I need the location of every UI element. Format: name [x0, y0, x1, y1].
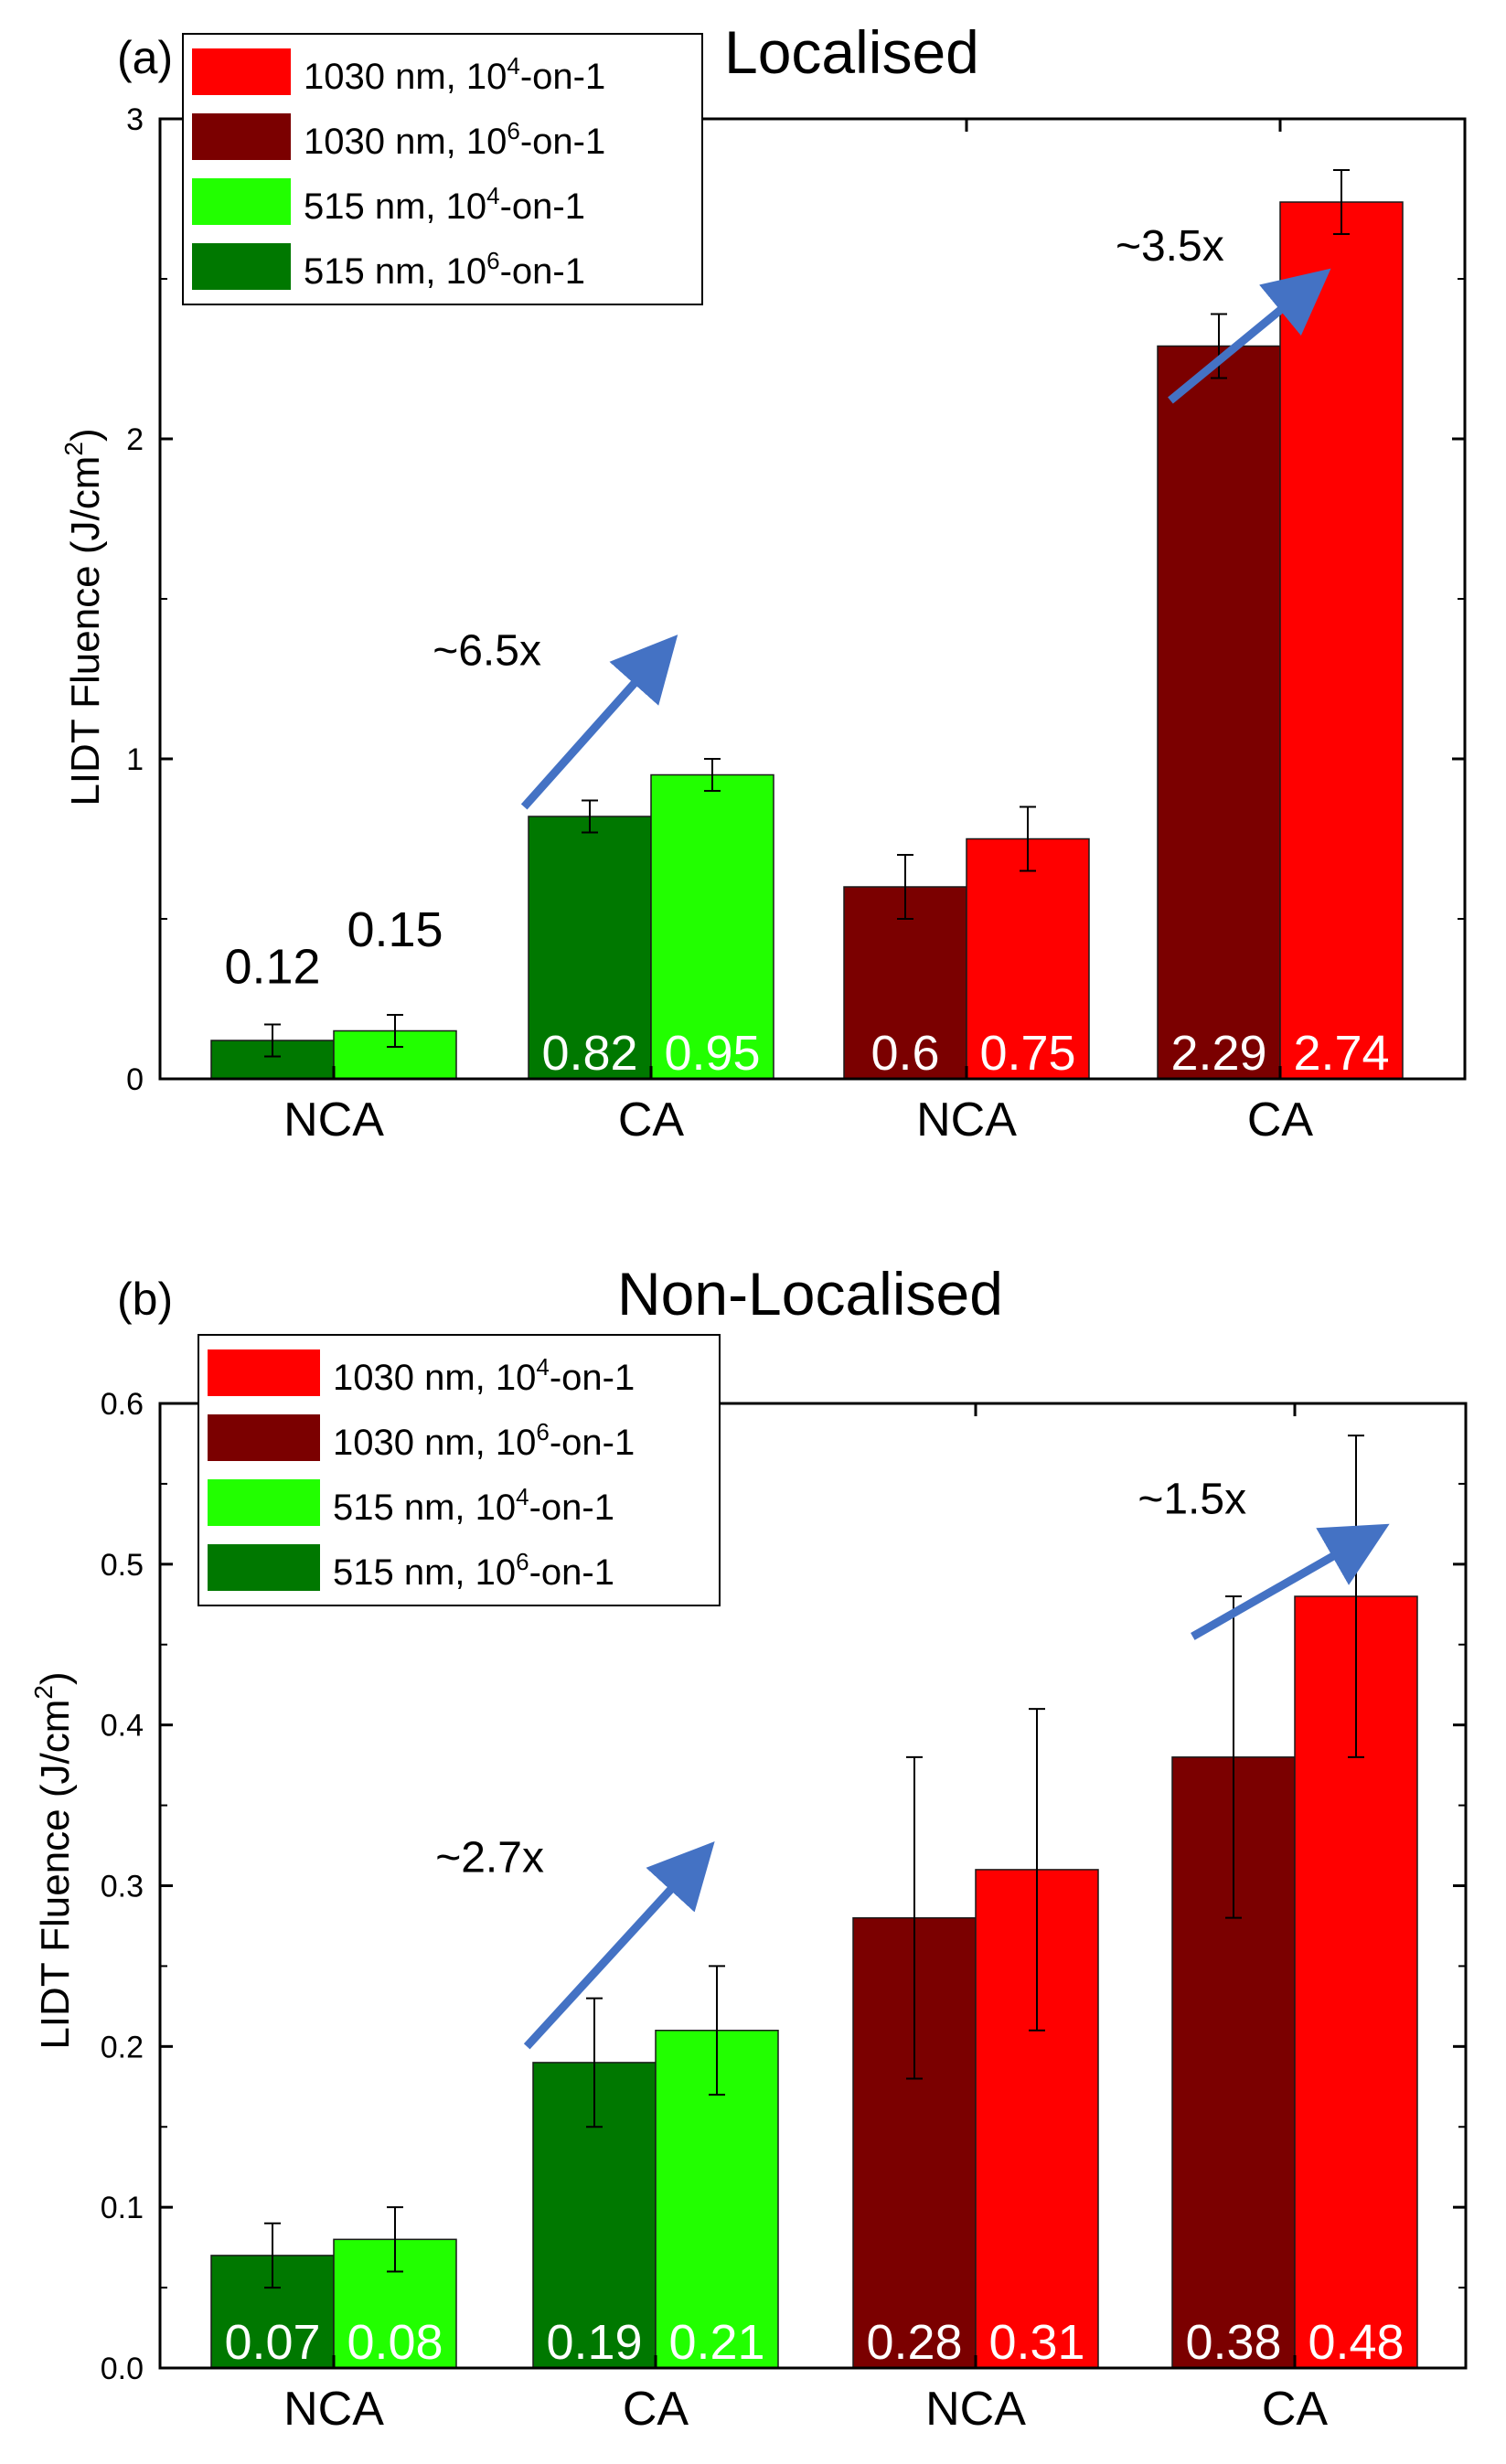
legend-swatch — [208, 1479, 320, 1526]
legend-label: 515 nm, 104-on-1 — [304, 182, 585, 227]
legend-swatch — [192, 178, 291, 225]
x-category-label: CA — [1262, 2383, 1329, 2436]
data-label: 0.48 — [1308, 2315, 1404, 2370]
x-category-label: CA — [623, 2383, 689, 2436]
legend-label: 515 nm, 106-on-1 — [333, 1548, 614, 1593]
error-bar — [1333, 169, 1350, 235]
panel-a-localised: (a) Localised LIDT Fluence (J/cm2) 0.12 0… — [59, 18, 1467, 1147]
data-label: 0.28 — [866, 2315, 962, 2370]
legend-label: 515 nm, 104-on-1 — [333, 1483, 614, 1528]
y-tick-label: 0.6 — [101, 1387, 144, 1422]
y-tick-label: 0 — [126, 1062, 144, 1097]
error-bar — [906, 1755, 923, 2080]
legend: 1030 nm, 104-on-1 1030 nm, 106-on-1 515 nm… — [182, 33, 703, 305]
y-tick-label: 0.3 — [101, 1870, 144, 1904]
error-bar — [709, 1965, 725, 2096]
y-tick-label: 3 — [126, 102, 144, 137]
data-label: 0.6 — [870, 1026, 939, 1081]
legend: 1030 nm, 104-on-1 1030 nm, 106-on-1 515 nm… — [198, 1334, 721, 1606]
data-label: 0.07 — [224, 2315, 320, 2370]
data-label: 0.75 — [979, 1026, 1075, 1081]
panel-a-label: (a) — [117, 32, 173, 83]
data-label: 0.12 — [224, 940, 320, 995]
error-bar — [1029, 1708, 1045, 2032]
x-category-label: CA — [618, 1093, 685, 1147]
trend-annotation: ~2.7x — [435, 1833, 544, 1882]
legend-swatch — [192, 243, 291, 290]
y-tick-label: 0.0 — [101, 2352, 144, 2386]
y-axis-label: LIDT Fluence (J/cm2) — [59, 428, 108, 805]
data-label: 0.08 — [347, 2315, 443, 2370]
data-label: 0.15 — [347, 902, 443, 957]
bar — [966, 837, 1090, 1080]
legend-swatch — [208, 1544, 320, 1591]
data-label: 0.19 — [546, 2315, 642, 2370]
legend-label: 515 nm, 106-on-1 — [304, 247, 585, 292]
error-bar — [1020, 805, 1036, 872]
y-tick-label: 0.5 — [101, 1548, 144, 1583]
data-label: 0.82 — [541, 1026, 637, 1081]
y-tick-label: 1 — [126, 742, 144, 777]
y-tick-label: 2 — [126, 422, 144, 457]
trend-annotation: ~1.5x — [1138, 1476, 1246, 1524]
y-tick-label: 0.4 — [101, 1709, 144, 1744]
panel-a-title: Localised — [724, 18, 979, 86]
legend-swatch — [192, 48, 291, 95]
error-bar — [264, 1023, 281, 1058]
panel-b-title: Non-Localised — [617, 1260, 1003, 1328]
data-label: 0.21 — [668, 2315, 764, 2370]
error-bar — [582, 799, 598, 834]
trend-arrow — [523, 1841, 715, 2050]
error-bar — [1225, 1595, 1242, 1919]
x-category-label: NCA — [283, 2383, 384, 2436]
error-bar — [897, 854, 913, 920]
error-bar — [586, 1997, 603, 2128]
legend-label: 1030 nm, 104-on-1 — [304, 52, 605, 97]
legend-swatch — [192, 113, 291, 160]
data-label: 0.95 — [664, 1026, 760, 1081]
bar — [528, 816, 652, 1080]
x-category-label: NCA — [916, 1093, 1017, 1147]
panel-b-non-localised: (b) Non-Localised LIDT Fluence (J/cm2) 0… — [29, 1260, 1468, 2436]
legend-swatch — [208, 1349, 320, 1396]
trend-arrow — [1168, 268, 1331, 404]
data-label: 2.29 — [1170, 1026, 1266, 1081]
data-label: 2.74 — [1293, 1026, 1389, 1081]
legend-swatch — [208, 1414, 320, 1461]
error-bar — [387, 2206, 403, 2273]
data-label: 0.31 — [988, 2315, 1084, 2370]
error-bar — [1348, 1435, 1364, 1758]
error-bar — [387, 1014, 403, 1048]
legend-label: 1030 nm, 104-on-1 — [333, 1353, 635, 1398]
y-axis-label: LIDT Fluence (J/cm2) — [29, 1671, 78, 2049]
panel-b-label: (b) — [117, 1274, 173, 1325]
x-category-label: NCA — [283, 1093, 384, 1147]
error-bar — [1211, 313, 1227, 379]
error-bar — [704, 758, 721, 792]
legend-label: 1030 nm, 106-on-1 — [304, 117, 605, 162]
trend-arrow — [520, 635, 678, 810]
x-category-label: NCA — [925, 2383, 1026, 2436]
trend-arrow — [1191, 1523, 1390, 1640]
data-label: 0.38 — [1185, 2315, 1281, 2370]
y-tick-label: 0.2 — [101, 2030, 144, 2064]
x-category-label: CA — [1247, 1093, 1314, 1147]
bar — [1157, 345, 1281, 1080]
legend-label: 1030 nm, 106-on-1 — [333, 1418, 635, 1463]
y-tick-label: 0.1 — [101, 2191, 144, 2225]
trend-annotation: ~3.5x — [1116, 222, 1224, 271]
trend-annotation: ~6.5x — [433, 627, 541, 676]
bar — [1279, 201, 1404, 1080]
error-bar — [264, 2222, 281, 2289]
